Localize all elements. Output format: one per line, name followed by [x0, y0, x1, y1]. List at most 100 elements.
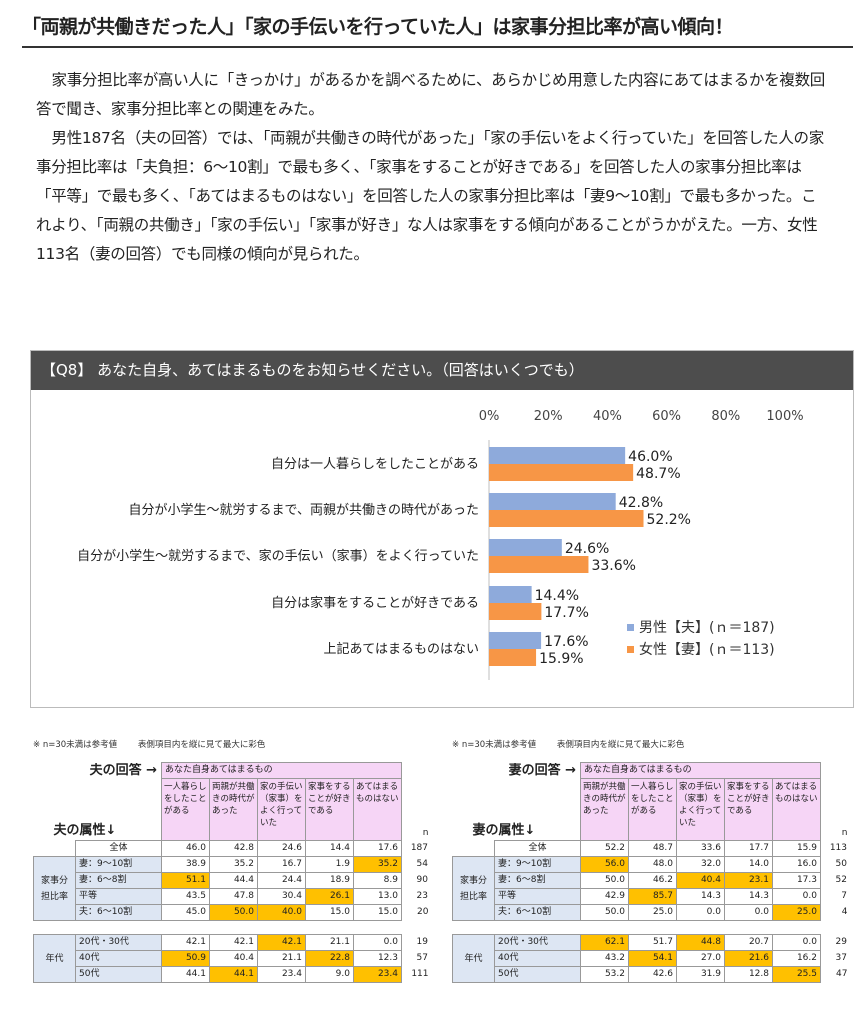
value-cell: 12.8: [724, 966, 773, 983]
cross-table: 妻の回答 → あなた自身あてはまるもの 妻の属性↓ 両親が共働きの時代があった 一人暮ら…: [452, 762, 851, 983]
value-cell: 14.0: [724, 856, 773, 873]
gap-cell: [258, 921, 306, 935]
gap-cell: [725, 921, 773, 935]
bar: [489, 603, 542, 620]
category-label: 自分は一人暮らしをしたことがある: [271, 457, 479, 472]
n-cell: 111: [411, 969, 429, 979]
value-cell: 44.1: [161, 966, 210, 983]
value-cell: 51.1: [161, 872, 210, 889]
column-header: 家事をすることが好きである: [305, 778, 354, 841]
value-cell: 23.1: [724, 872, 773, 889]
value-cell: 1.9: [305, 856, 354, 873]
page-title: 「両親が共働きだった人」「家の手伝いを行っていた人」は家事分担比率が高い傾向！: [22, 16, 734, 38]
value-cell: 0.0: [772, 934, 821, 951]
value-cell: 16.0: [772, 856, 821, 873]
attribute-title: 妻の属性↓: [472, 823, 536, 838]
bar: [489, 556, 589, 573]
table-row: 40代 43.2 54.1 27.0 21.6 16.2 37: [453, 950, 851, 967]
group-label: 家事分担比率: [33, 856, 76, 921]
value-cell: 31.9: [676, 966, 725, 983]
gap-cell: [162, 921, 210, 935]
value-cell: 9.0: [305, 966, 354, 983]
n-cell: 7: [841, 891, 847, 901]
value-cell: 44.8: [676, 934, 725, 951]
column-header: 両親が共働きの時代があった: [580, 778, 629, 841]
note-reference: ※ n=30未満は参考値: [452, 740, 537, 750]
value-cell: 44.4: [209, 872, 258, 889]
n-cell: 57: [416, 953, 428, 963]
table-row: 年代 20代・30代 42.1 42.1 42.1 21.1 0.0 19: [33, 934, 432, 983]
wife-table: 妻の回答 → あなた自身あてはまるもの 妻の属性↓ 両親が共働きの時代があった 一人暮ら…: [452, 762, 851, 983]
bar: [489, 447, 626, 464]
value-cell: 51.7: [628, 934, 677, 951]
value-cell: 40.0: [257, 904, 306, 921]
n-cell: 54: [416, 859, 428, 869]
n-cell: 20: [417, 907, 429, 917]
value-cell: 38.9: [161, 856, 210, 873]
table-row: 年代 20代・30代 62.1 51.7 44.8 20.7 0.0 29: [452, 934, 851, 983]
attribute-title: 夫の属性↓: [53, 823, 117, 838]
value-cell: 42.1: [161, 934, 210, 951]
n-cell: 23: [416, 891, 428, 901]
table-row: 家事分担比率 妻：9～10割 56.0 48.0 32.0 14.0 16.0 50: [452, 856, 851, 921]
table-row: 夫：6～10割 50.0 25.0 0.0 0.0 25.0 4: [453, 904, 851, 921]
gap-cell: [453, 921, 495, 935]
value-cell: 45.0: [161, 904, 210, 921]
row-label: 20代・30代: [494, 934, 581, 951]
value-cell: 42.9: [580, 888, 629, 905]
title-rule: [22, 46, 853, 48]
row-label: 妻：6～8割: [75, 872, 162, 889]
value-cell: 17.7: [724, 840, 773, 857]
row-label: 夫：6～10割: [494, 904, 581, 921]
value-cell: 16.7: [257, 856, 306, 873]
value-cell: 22.8: [305, 950, 354, 967]
gap-cell: [306, 921, 354, 935]
bar: [489, 493, 616, 510]
value-cell: 47.8: [209, 888, 258, 905]
column-header: あてはまるものはない: [772, 778, 821, 841]
value-cell: 40.4: [676, 872, 725, 889]
value-cell: 62.1: [580, 934, 629, 951]
legend-label: 男性【夫】(ｎ＝187): [639, 620, 775, 636]
gap-cell: [354, 921, 402, 935]
note-reference: ※ n=30未満は参考値: [33, 740, 118, 750]
x-tick-label: 80%: [711, 409, 740, 424]
n-cell: 113: [829, 843, 847, 853]
category-label: 自分が小学生～就労するまで、家の手伝い（家事）をよく行っていた: [77, 548, 479, 564]
n-cell: 90: [416, 875, 428, 885]
value-cell: 50.9: [161, 950, 210, 967]
column-header: 両親が共働きの時代があった: [209, 778, 258, 841]
note-coloring: 表側項目内を縦に見て最大に彩色: [137, 740, 266, 750]
value-cell: 42.6: [628, 966, 677, 983]
n-header: n: [841, 827, 848, 838]
paragraph-2: 男性187名（夫の回答）では、「両親が共働きの時代があった」「家の手伝いをよく行…: [36, 129, 824, 263]
value-cell: 23.4: [257, 966, 306, 983]
value-cell: 14.3: [676, 888, 725, 905]
value-cell: 33.6: [676, 840, 725, 857]
n-cell: 50: [835, 859, 847, 869]
gap-cell: [495, 921, 581, 935]
value-cell: 21.1: [305, 934, 354, 951]
value-cell: 56.0: [580, 856, 629, 873]
cross-tables: ※ n=30未満は参考値 表側項目内を縦に見て最大に彩色 夫の回答 → あなた自身…: [0, 738, 867, 1024]
row-label: 全体: [494, 840, 581, 857]
value-cell: 54.1: [628, 950, 677, 967]
paragraph-1: 家事分担比率が高い人に「きっかけ」があるかを調べるために、あらかじめ用意した内容…: [36, 71, 825, 118]
data-label: 46.0%: [628, 449, 672, 465]
n-cell: 29: [835, 937, 847, 947]
n-cell: 4: [841, 907, 848, 917]
value-cell: 42.1: [209, 934, 258, 951]
value-cell: 25.0: [772, 904, 821, 921]
gap-cell: [629, 921, 677, 935]
data-label: 33.6%: [591, 558, 635, 574]
value-cell: 46.2: [628, 872, 677, 889]
value-cell: 46.0: [161, 840, 210, 857]
value-cell: 21.1: [257, 950, 306, 967]
value-cell: 24.4: [257, 872, 306, 889]
table-row: 妻：6～8割 51.1 44.4 24.4 18.9 8.9 90: [34, 872, 432, 889]
gap-cell: [677, 921, 725, 935]
value-cell: 17.3: [772, 872, 821, 889]
row-label: 40代: [494, 950, 581, 967]
x-tick-label: 60%: [652, 409, 681, 424]
group-label: 家事分担比率: [452, 856, 495, 921]
